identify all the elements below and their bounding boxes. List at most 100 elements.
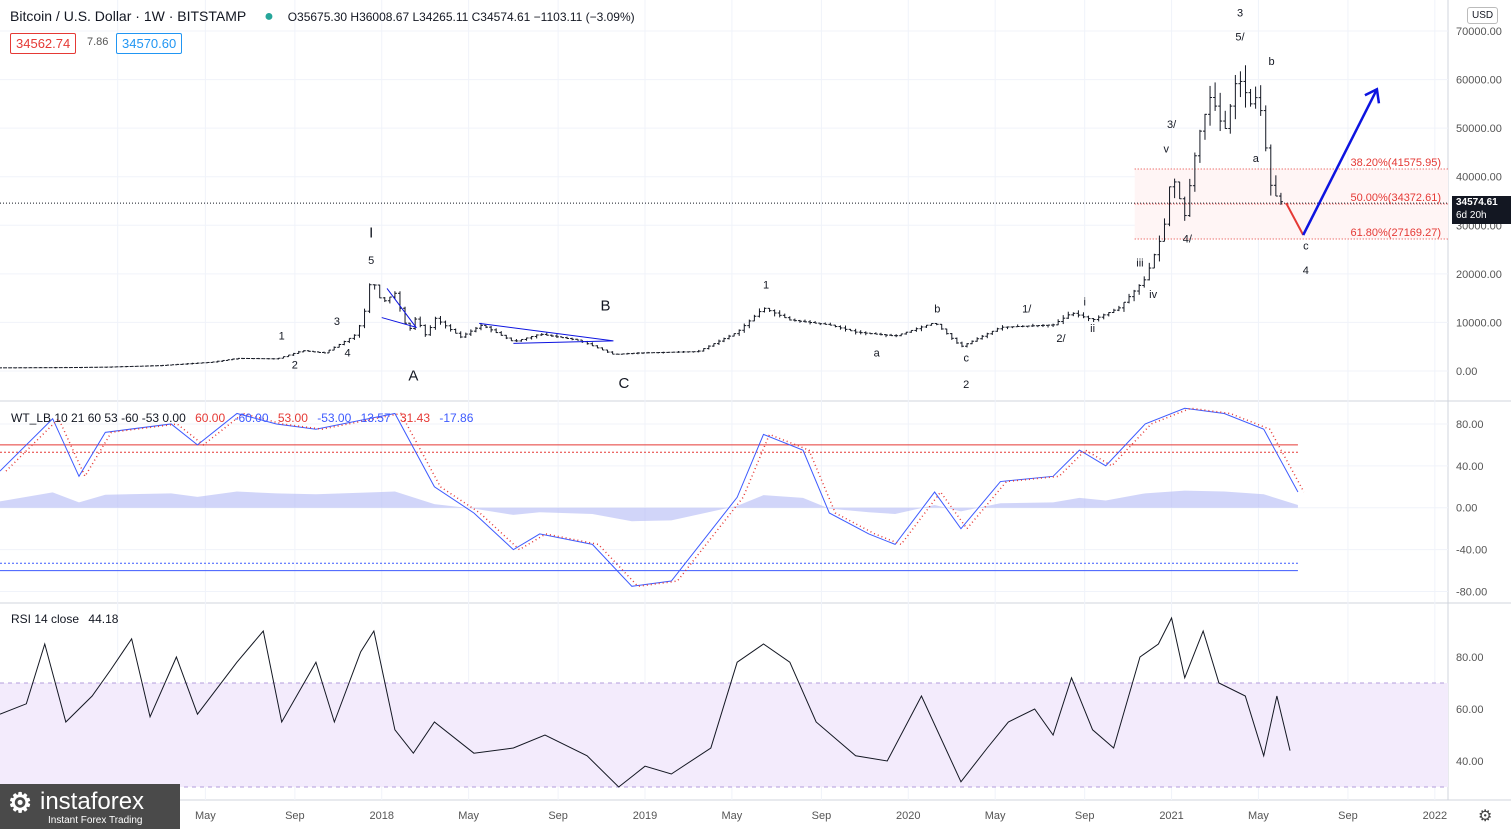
last-price-label: 34574.61 6d 20h bbox=[1452, 196, 1511, 224]
fib-level-label: 50.00%(34372.61) bbox=[1350, 192, 1441, 204]
wt-val: 60.00 bbox=[195, 411, 226, 425]
fib-level-label: 38.20%(41575.95) bbox=[1350, 157, 1441, 169]
bid-price[interactable]: 34562.74 bbox=[10, 33, 77, 54]
x-tick-label: Sep bbox=[548, 810, 568, 822]
wave-label: 4/ bbox=[1183, 233, 1193, 245]
wt-title: WT_LB 10 21 60 53 -60 -53 0.00 bbox=[11, 411, 186, 425]
wave-label: 2 bbox=[292, 360, 298, 372]
wedge-drawing bbox=[381, 288, 418, 329]
wave-label: v bbox=[1164, 143, 1170, 155]
x-tick-label: 2021 bbox=[1159, 810, 1183, 822]
wave-label: 2/ bbox=[1056, 333, 1066, 345]
wave-label: iv bbox=[1149, 289, 1157, 301]
y-tick-label: 60000.00 bbox=[1456, 75, 1502, 87]
x-tick-label: 2018 bbox=[370, 810, 394, 822]
wave-label: 2 bbox=[963, 379, 969, 391]
symbol-title[interactable]: Bitcoin / U.S. Dollar · 1W · BITSTAMP bbox=[10, 8, 247, 24]
rsi-line bbox=[0, 616, 1291, 788]
y-tick-label: 70000.00 bbox=[1456, 26, 1502, 38]
settings-gear-icon[interactable]: ⚙ bbox=[1478, 808, 1493, 825]
bar-countdown: 6d 20h bbox=[1456, 210, 1487, 221]
rsi-indicator-legend[interactable]: RSI 14 close 44.18 bbox=[11, 612, 124, 626]
rsi-y-tick-label: 40.00 bbox=[1456, 756, 1484, 768]
x-tick-label: Sep bbox=[1075, 810, 1095, 822]
instaforex-logo: ⚙ instaforex Instant Forex Trading bbox=[0, 784, 180, 829]
wt-y-tick-label: -40.00 bbox=[1456, 545, 1487, 557]
wave-label: b bbox=[934, 304, 940, 316]
wt-y-tick-label: 40.00 bbox=[1456, 461, 1484, 473]
wave-label: 4 bbox=[344, 347, 350, 359]
wt-val: -53.00 bbox=[317, 411, 352, 425]
wave-label: b bbox=[1269, 56, 1275, 68]
wave-label: iii bbox=[1136, 258, 1143, 270]
x-tick-label: Sep bbox=[1338, 810, 1358, 822]
wt1-line bbox=[0, 407, 1299, 587]
rsi-y-tick-label: 60.00 bbox=[1456, 704, 1484, 716]
wt-y-tick-label: 0.00 bbox=[1456, 503, 1477, 515]
wt-val: 53.00 bbox=[277, 411, 308, 425]
x-tick-label: Sep bbox=[812, 810, 832, 822]
wave-label: c bbox=[963, 352, 969, 364]
rsi-value: 44.18 bbox=[88, 612, 119, 626]
y-tick-label: 40000.00 bbox=[1456, 172, 1502, 184]
x-tick-label: 2019 bbox=[633, 810, 657, 822]
last-price-value: 34574.61 bbox=[1456, 197, 1498, 208]
x-tick-label: 2020 bbox=[896, 810, 920, 822]
x-tick-label: May bbox=[1248, 810, 1269, 822]
x-tick-label: Sep bbox=[285, 810, 305, 822]
wave-label: 3 bbox=[1237, 7, 1243, 19]
spread-value: 7.86 bbox=[87, 36, 109, 48]
wt2-line bbox=[5, 407, 1305, 588]
status-dot-icon: ● bbox=[264, 8, 274, 25]
wt-y-tick-label: -80.00 bbox=[1456, 587, 1487, 599]
wt-val: 13.57 bbox=[360, 411, 391, 425]
price-bars bbox=[0, 65, 1283, 369]
y-tick-label: 20000.00 bbox=[1456, 269, 1502, 281]
x-tick-label: May bbox=[985, 810, 1006, 822]
wave-label: 5 bbox=[368, 255, 374, 267]
symbol-header: Bitcoin / U.S. Dollar · 1W · BITSTAMP ● … bbox=[10, 8, 641, 26]
wave-label: a bbox=[874, 347, 881, 359]
wave-label: i bbox=[1083, 296, 1085, 308]
wt-y-tick-label: 80.00 bbox=[1456, 419, 1484, 431]
rsi-band bbox=[0, 683, 1448, 787]
wave-label: C bbox=[619, 375, 630, 392]
wt-val: -60.00 bbox=[234, 411, 269, 425]
y-tick-label: 0.00 bbox=[1456, 366, 1477, 378]
projection-up-line bbox=[1302, 88, 1379, 236]
ohlc-values: O35675.30 H36008.67 L34265.11 C34574.61 … bbox=[287, 10, 635, 24]
projection-arrowhead bbox=[1364, 87, 1381, 104]
logo-wordmark: instaforex bbox=[40, 788, 145, 815]
wt-val: 31.43 bbox=[400, 411, 431, 425]
wave-label: 5/ bbox=[1235, 32, 1245, 44]
wave-label: 3/ bbox=[1167, 119, 1177, 131]
wave-label: c bbox=[1303, 241, 1309, 253]
rsi-y-tick-label: 80.00 bbox=[1456, 652, 1484, 664]
fib-level-label: 61.80%(27169.27) bbox=[1350, 227, 1441, 239]
ask-price[interactable]: 34570.60 bbox=[116, 33, 183, 54]
currency-badge[interactable]: USD bbox=[1467, 7, 1499, 24]
logo-tagline: Instant Forex Trading bbox=[48, 815, 143, 826]
triangle-drawing bbox=[479, 322, 614, 344]
projection-down-line bbox=[1285, 202, 1305, 236]
y-tick-label: 10000.00 bbox=[1456, 317, 1502, 329]
wave-label: B bbox=[601, 297, 611, 314]
x-tick-label: May bbox=[195, 810, 216, 822]
wt-histogram bbox=[0, 490, 1298, 522]
x-tick-label: May bbox=[458, 810, 479, 822]
wt-indicator-legend[interactable]: WT_LB 10 21 60 53 -60 -53 0.00 60.00 -60… bbox=[11, 411, 479, 425]
wave-label: ii bbox=[1090, 323, 1095, 335]
wt-val: -17.86 bbox=[439, 411, 474, 425]
x-tick-label: May bbox=[722, 810, 743, 822]
logo-gear-icon: ⚙ bbox=[8, 788, 33, 818]
wave-label: 3 bbox=[334, 316, 340, 328]
x-tick-label: 2022 bbox=[1423, 810, 1447, 822]
wave-label: a bbox=[1253, 153, 1260, 165]
wave-label: 1 bbox=[763, 279, 769, 291]
y-tick-label: 50000.00 bbox=[1456, 123, 1502, 135]
rsi-title: RSI 14 close bbox=[11, 612, 80, 626]
wave-label: 1 bbox=[279, 330, 285, 342]
wave-label: 1/ bbox=[1022, 304, 1032, 316]
